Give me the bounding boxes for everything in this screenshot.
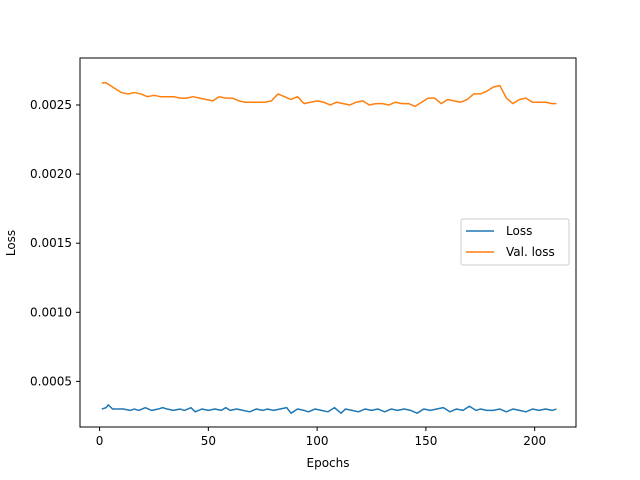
x-tick-label: 150 bbox=[414, 434, 437, 448]
y-tick-label: 0.0015 bbox=[30, 236, 72, 250]
y-tick-label: 0.0025 bbox=[30, 98, 72, 112]
x-tick-label: 100 bbox=[306, 434, 329, 448]
series-layer bbox=[101, 82, 557, 414]
y-axis-title: Loss bbox=[4, 230, 18, 256]
legend: Loss Val. loss bbox=[460, 218, 570, 266]
plot-frame bbox=[79, 57, 577, 428]
tick-layer: 0 50 100 150 200 0.0005 0.0010 0.0015 0.0020 0.00… bbox=[30, 98, 546, 448]
x-tick-label: 200 bbox=[523, 434, 546, 448]
y-tick-label: 0.0005 bbox=[30, 374, 72, 388]
x-axis-title: Epochs bbox=[307, 456, 350, 470]
y-tick-label: 0.0010 bbox=[30, 305, 72, 319]
legend-label: Val. loss bbox=[506, 245, 555, 259]
x-tick-label: 0 bbox=[96, 434, 104, 448]
y-tick-label: 0.0020 bbox=[30, 167, 72, 181]
series-line-loss bbox=[101, 404, 557, 414]
series-line-val-loss bbox=[101, 82, 557, 108]
legend-label: Loss bbox=[506, 224, 532, 238]
x-tick-label: 50 bbox=[201, 434, 216, 448]
